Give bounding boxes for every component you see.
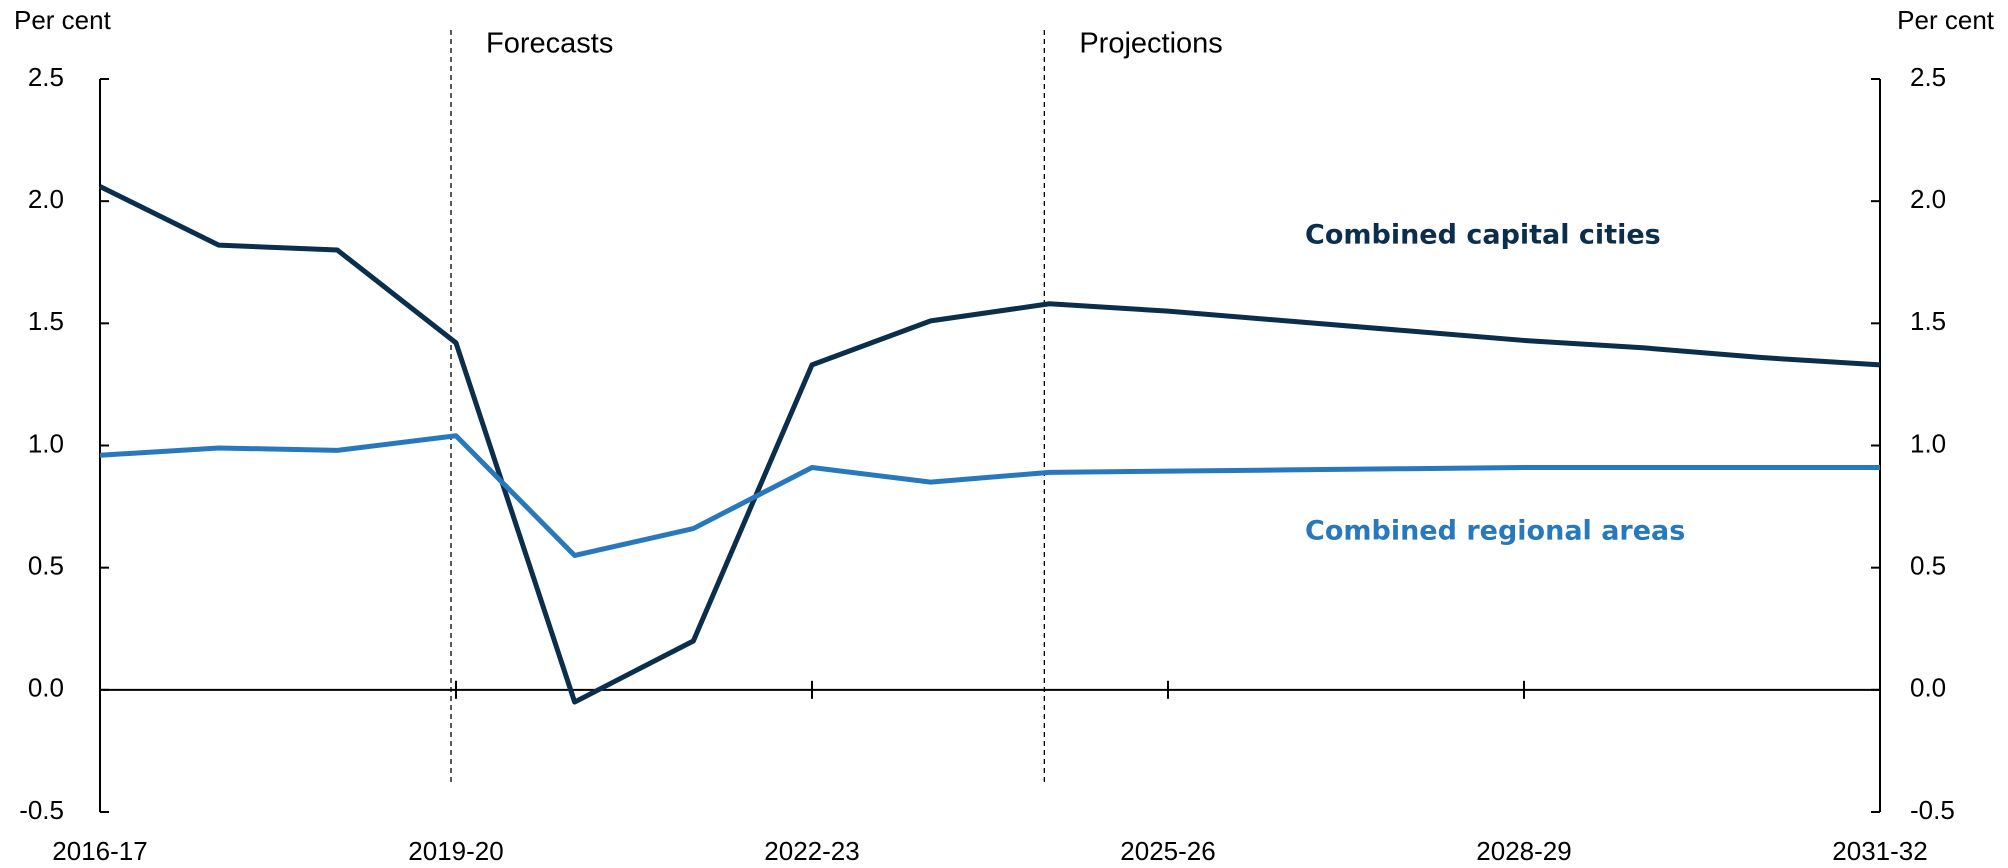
y-tick-label: 2.0: [28, 184, 64, 214]
annotation: Projections: [1079, 28, 1222, 60]
y2-tick-label: 1.5: [1910, 306, 1946, 336]
x-tick-label: 2019-20: [408, 836, 503, 866]
y-tick-label: 0.5: [28, 551, 64, 581]
annotation: Forecasts: [486, 28, 613, 60]
y2-tick-label: 2.5: [1910, 62, 1946, 92]
y-tick-label: -0.5: [19, 795, 64, 825]
series-label: Combined regional areas: [1305, 516, 1685, 547]
y2-tick-label: 0.0: [1910, 673, 1946, 703]
y2-tick-label: -0.5: [1910, 795, 1955, 825]
x-tick-label: 2016-17: [52, 836, 147, 866]
y2-axis-label: Per cent: [1897, 5, 1995, 35]
series-line: [98, 184, 1881, 705]
y-tick-label: 2.5: [28, 62, 64, 92]
series-line: [99, 433, 1880, 558]
x-tick-label: 2022-23: [764, 836, 859, 866]
x-tick-label: 2031-32: [1832, 836, 1927, 866]
y2-tick-label: 0.5: [1910, 551, 1946, 581]
x-tick-label: 2025-26: [1120, 836, 1215, 866]
y-tick-label: 1.0: [28, 428, 64, 458]
y-tick-label: 0.0: [28, 673, 64, 703]
series-label: Combined capital cities: [1305, 220, 1661, 251]
y-tick-label: 1.5: [28, 306, 64, 336]
x-tick-label: 2028-29: [1476, 836, 1571, 866]
y2-tick-label: 2.0: [1910, 184, 1946, 214]
y-axis-label: Per cent: [14, 5, 112, 35]
y2-tick-label: 1.0: [1910, 428, 1946, 458]
